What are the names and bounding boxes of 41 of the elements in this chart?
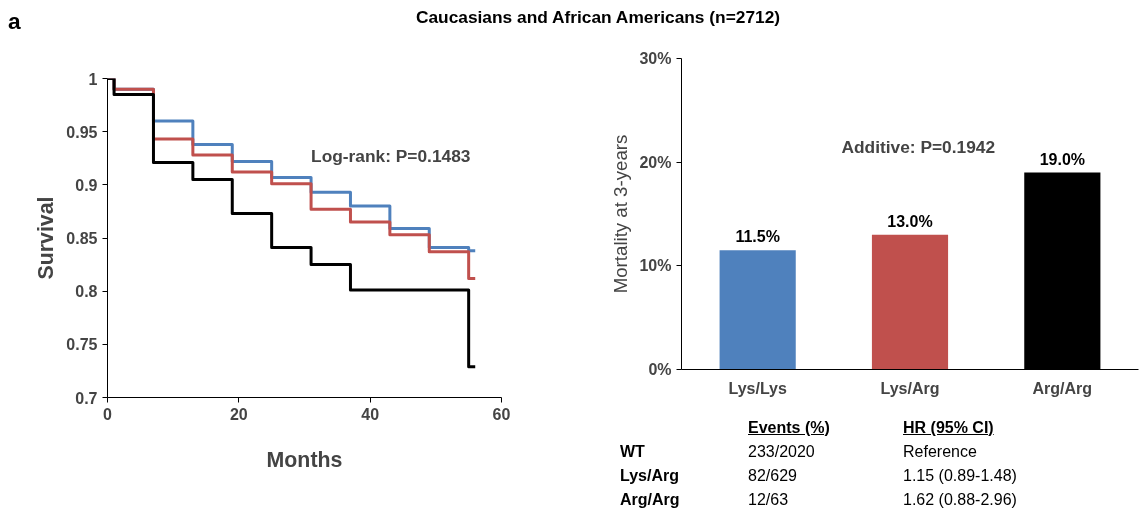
y-axis-title: Mortality at 3-years — [610, 134, 632, 294]
text: 1.62 (0.88-2.96) — [903, 490, 1018, 510]
x-tick-label: Lys/Arg — [880, 379, 940, 397]
text: 82/629 — [748, 466, 798, 486]
text: Caucasians and African Americans (n=2712) — [415, 6, 781, 29]
text: WT — [620, 442, 646, 462]
y-tick-label: 1 — [88, 70, 98, 88]
y-tick-label: 0% — [648, 361, 672, 378]
y-tick-label: 0.8 — [75, 283, 98, 301]
annotation: Additive: P=0.1942 — [841, 136, 996, 157]
x-tick-label: Arg/Arg — [1032, 379, 1093, 397]
text: Events (%) — [748, 418, 831, 438]
text: Reference — [903, 442, 978, 462]
x-tick-label: Lys/Lys — [728, 379, 787, 397]
y-tick-label: 0.95 — [66, 123, 98, 141]
text: Arg/Arg — [620, 490, 681, 510]
text: 233/2020 — [748, 442, 816, 462]
x-tick-label: 0 — [103, 405, 113, 423]
text: HR (95% CI) — [903, 418, 995, 438]
y-tick-label: 10% — [639, 257, 672, 275]
y-tick-label: 0.85 — [66, 230, 98, 247]
y-tick-label: 0.7 — [75, 389, 98, 407]
text: 12/63 — [748, 490, 790, 510]
y-tick-label: 20% — [639, 153, 672, 171]
y-tick-label: 0.9 — [75, 176, 98, 194]
x-tick-label: 40 — [361, 405, 380, 423]
bar — [871, 234, 949, 370]
y-axis-title: Survival — [34, 196, 59, 280]
x-axis-title: Months — [266, 447, 343, 472]
text: a — [8, 7, 21, 36]
x-tick-label: 60 — [492, 405, 511, 423]
y-tick-label: 30% — [639, 50, 672, 67]
annotation: Log-rank: P=0.1483 — [311, 145, 471, 166]
y-tick-label: 0.75 — [66, 336, 98, 354]
data-label: 11.5% — [735, 228, 780, 246]
text: Lys/Arg — [620, 466, 680, 486]
text: 1.15 (0.89-1.48) — [903, 466, 1018, 486]
x-tick-label: 20 — [229, 405, 248, 423]
bar — [719, 250, 796, 370]
data-label: 13.0% — [887, 212, 933, 230]
data-label: 19.0% — [1039, 150, 1086, 168]
